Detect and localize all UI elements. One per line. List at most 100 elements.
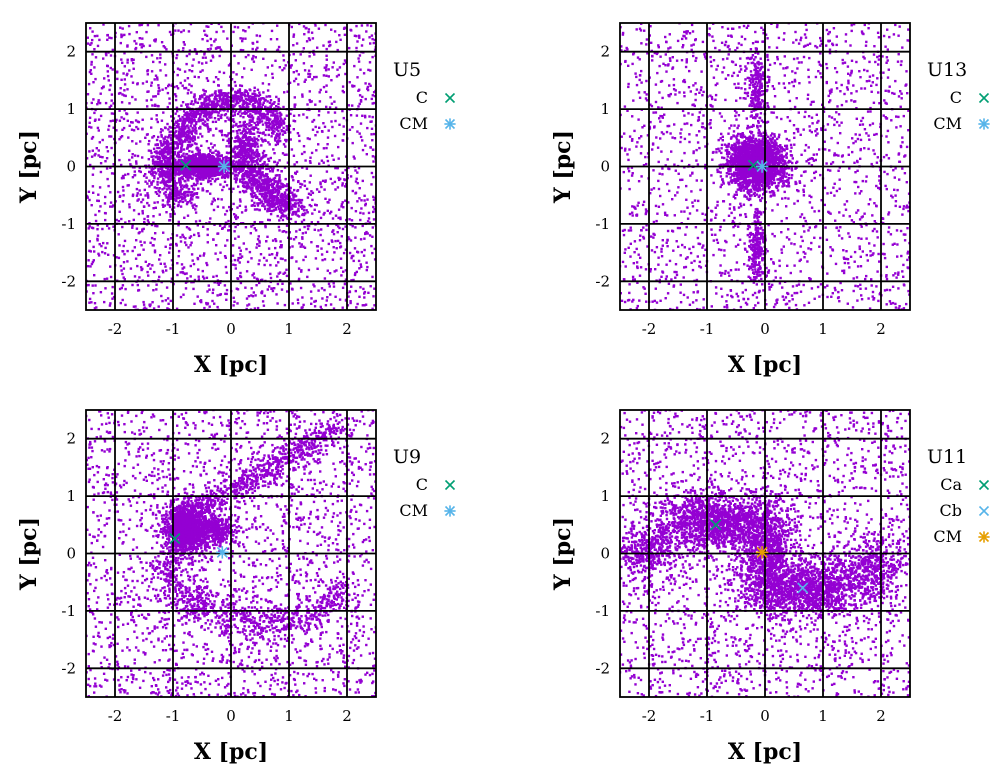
particle-point <box>200 157 203 160</box>
particle-point <box>246 123 249 126</box>
particle-point <box>282 119 285 122</box>
particle-point <box>315 75 318 79</box>
particle-point <box>308 203 311 207</box>
particle-point <box>179 240 183 243</box>
particle-point <box>267 157 270 161</box>
particle-point <box>98 186 102 189</box>
particle-point <box>372 160 375 163</box>
particle-point <box>260 137 263 140</box>
particle-point <box>210 116 213 119</box>
particle-point <box>276 251 279 255</box>
particle-point <box>315 188 319 191</box>
particle-point <box>275 109 278 113</box>
particle-point <box>372 101 376 105</box>
particle-point <box>130 58 134 61</box>
particle-point <box>213 97 216 101</box>
particle-point <box>153 251 157 254</box>
particle-point <box>251 274 254 277</box>
particle-point <box>256 40 259 44</box>
particle-point <box>347 295 350 298</box>
particle-point <box>182 160 185 163</box>
particle-point <box>264 207 267 211</box>
particle-point <box>121 284 125 287</box>
particle-point <box>266 163 269 166</box>
particle-point <box>291 288 294 291</box>
particle-point <box>284 184 287 188</box>
particle-point <box>263 181 266 184</box>
particle-point <box>249 187 252 190</box>
particle-point <box>145 55 148 59</box>
particle-point <box>212 100 215 104</box>
particle-point <box>306 227 310 231</box>
particle-point <box>250 257 253 260</box>
particle-point <box>232 155 235 158</box>
particle-point <box>328 106 332 109</box>
particle-point <box>274 143 278 147</box>
particle-point <box>222 100 225 103</box>
particle-point <box>148 263 151 266</box>
particle-point <box>264 48 267 51</box>
particle-point <box>97 101 100 104</box>
particle-point <box>131 156 134 159</box>
particle-point <box>218 164 221 167</box>
particle-point <box>373 38 376 42</box>
particle-point <box>299 245 302 248</box>
particle-point <box>216 155 219 158</box>
particle-point <box>357 259 361 263</box>
particle-point <box>348 237 351 241</box>
particle-point <box>234 161 237 164</box>
particle-point <box>223 103 227 106</box>
particle-point <box>273 176 277 180</box>
particle-point <box>186 115 189 118</box>
particle-point <box>177 160 180 163</box>
particle-point <box>216 158 219 162</box>
particle-point <box>275 136 278 139</box>
particle-point <box>233 96 237 99</box>
particle-point <box>188 69 191 72</box>
particle-point <box>137 181 140 184</box>
particle-point <box>122 189 125 192</box>
particle-point <box>191 164 195 167</box>
particle-point <box>268 285 271 288</box>
particle-point <box>87 259 90 262</box>
particle-point <box>367 211 371 215</box>
particle-point <box>168 162 171 165</box>
particle-point <box>263 178 266 181</box>
particle-point <box>203 306 206 310</box>
particle-point <box>300 220 304 223</box>
particle-point <box>213 103 216 106</box>
particle-point <box>331 182 334 185</box>
particle-point <box>366 88 370 92</box>
particle-point <box>223 176 227 180</box>
particle-point <box>359 218 362 222</box>
particle-point <box>115 118 118 122</box>
particle-point <box>262 97 266 100</box>
particle-point <box>339 246 342 249</box>
particle-point <box>269 179 272 182</box>
particle-point <box>163 262 166 265</box>
particle-point <box>91 185 95 188</box>
particle-point <box>213 163 217 166</box>
particle-point <box>245 297 249 300</box>
particle-point <box>132 58 135 61</box>
particle-point <box>115 256 118 259</box>
particle-point <box>310 302 313 305</box>
particle-point <box>253 136 256 139</box>
particle-point <box>144 194 147 197</box>
particle-point <box>212 104 215 107</box>
particle-point <box>253 204 256 207</box>
particle-point <box>177 153 181 156</box>
particle-point <box>338 226 341 230</box>
particle-point <box>180 104 183 107</box>
particle-point <box>358 102 361 106</box>
particle-point <box>214 106 217 110</box>
particle-point <box>146 105 149 108</box>
particle-point <box>327 282 331 285</box>
particle-point <box>269 110 273 113</box>
particle-point <box>234 170 238 173</box>
particle-point <box>121 298 124 302</box>
particle-point <box>250 167 253 170</box>
particle-point <box>303 246 307 249</box>
particle-point <box>338 66 342 69</box>
particle-point <box>207 146 210 150</box>
